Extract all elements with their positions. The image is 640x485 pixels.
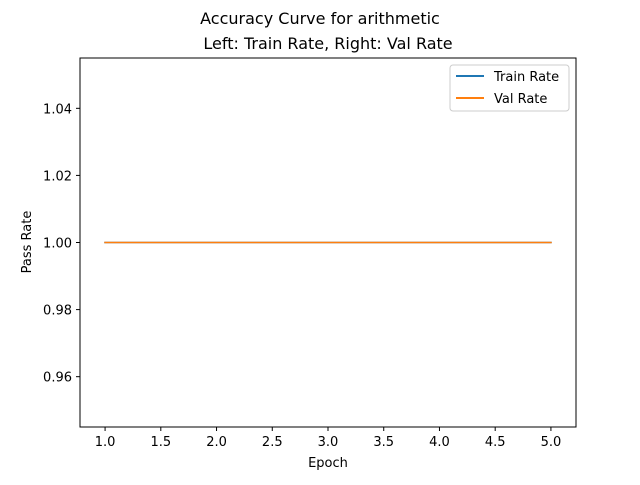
x-tick-label: 4.5: [485, 435, 506, 450]
chart-subtitle: Left: Train Rate, Right: Val Rate: [203, 34, 452, 53]
x-tick-label: 1.0: [95, 435, 116, 450]
legend-label-val-rate: Val Rate: [494, 92, 547, 107]
y-tick-label: 0.98: [43, 304, 72, 319]
y-axis-label: Pass Rate: [20, 211, 35, 274]
y-tick-label: 1.04: [43, 102, 72, 117]
y-tick-label: 0.96: [43, 371, 72, 386]
legend-label-train-rate: Train Rate: [493, 70, 559, 85]
x-tick-label: 2.5: [262, 435, 283, 450]
x-axis: 1.0 1.5 2.0 2.5 3.0 3.5 4.0 4.5 5.0: [95, 427, 562, 450]
x-axis-label: Epoch: [308, 456, 348, 471]
x-tick-label: 2.0: [206, 435, 227, 450]
x-tick-label: 1.5: [150, 435, 171, 450]
chart-title: Accuracy Curve for arithmetic: [200, 9, 440, 28]
y-axis: 0.96 0.98 1.00 1.02 1.04: [43, 102, 80, 385]
x-tick-label: 3.0: [318, 435, 339, 450]
x-tick-label: 5.0: [541, 435, 562, 450]
x-tick-label: 4.0: [429, 435, 450, 450]
y-tick-label: 1.02: [43, 169, 72, 184]
legend: Train Rate Val Rate: [450, 65, 569, 111]
y-tick-label: 1.00: [43, 237, 72, 252]
x-tick-label: 3.5: [373, 435, 394, 450]
